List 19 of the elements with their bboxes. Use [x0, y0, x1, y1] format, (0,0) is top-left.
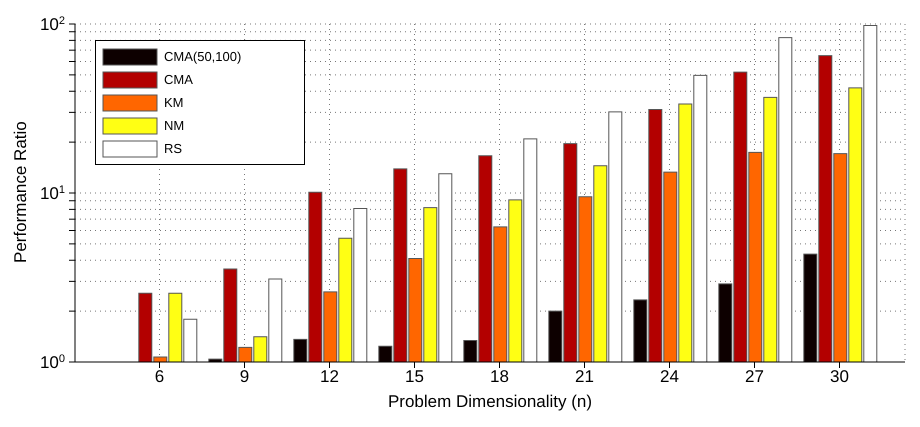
legend-label: KM [164, 95, 184, 110]
legend-label: NM [164, 118, 184, 133]
x-tick-label: 21 [575, 367, 594, 386]
y-tick-label: 10$^{2}$ [40, 15, 65, 34]
x-tick-label: 30 [830, 367, 849, 386]
x-tick-label: 24 [660, 367, 679, 386]
x-tick-label: 12 [320, 367, 339, 386]
legend-label: CMA [164, 72, 193, 87]
legend-label: RS [164, 141, 182, 156]
x-tick-label: 15 [405, 367, 424, 386]
y-tick-label: 10$^{0}$ [40, 353, 65, 372]
y-axis-title: Performance Ratio [11, 121, 30, 263]
x-tick-label: 9 [240, 367, 250, 386]
legend-label: CMA(50,100) [164, 49, 242, 64]
x-axis-title: Problem Dimensionality (n) [388, 392, 592, 411]
x-tick-label: 6 [154, 367, 164, 386]
y-tick-label: 10$^{1}$ [40, 184, 65, 203]
x-tick-label: 18 [490, 367, 509, 386]
x-tick-label: 27 [745, 367, 764, 386]
